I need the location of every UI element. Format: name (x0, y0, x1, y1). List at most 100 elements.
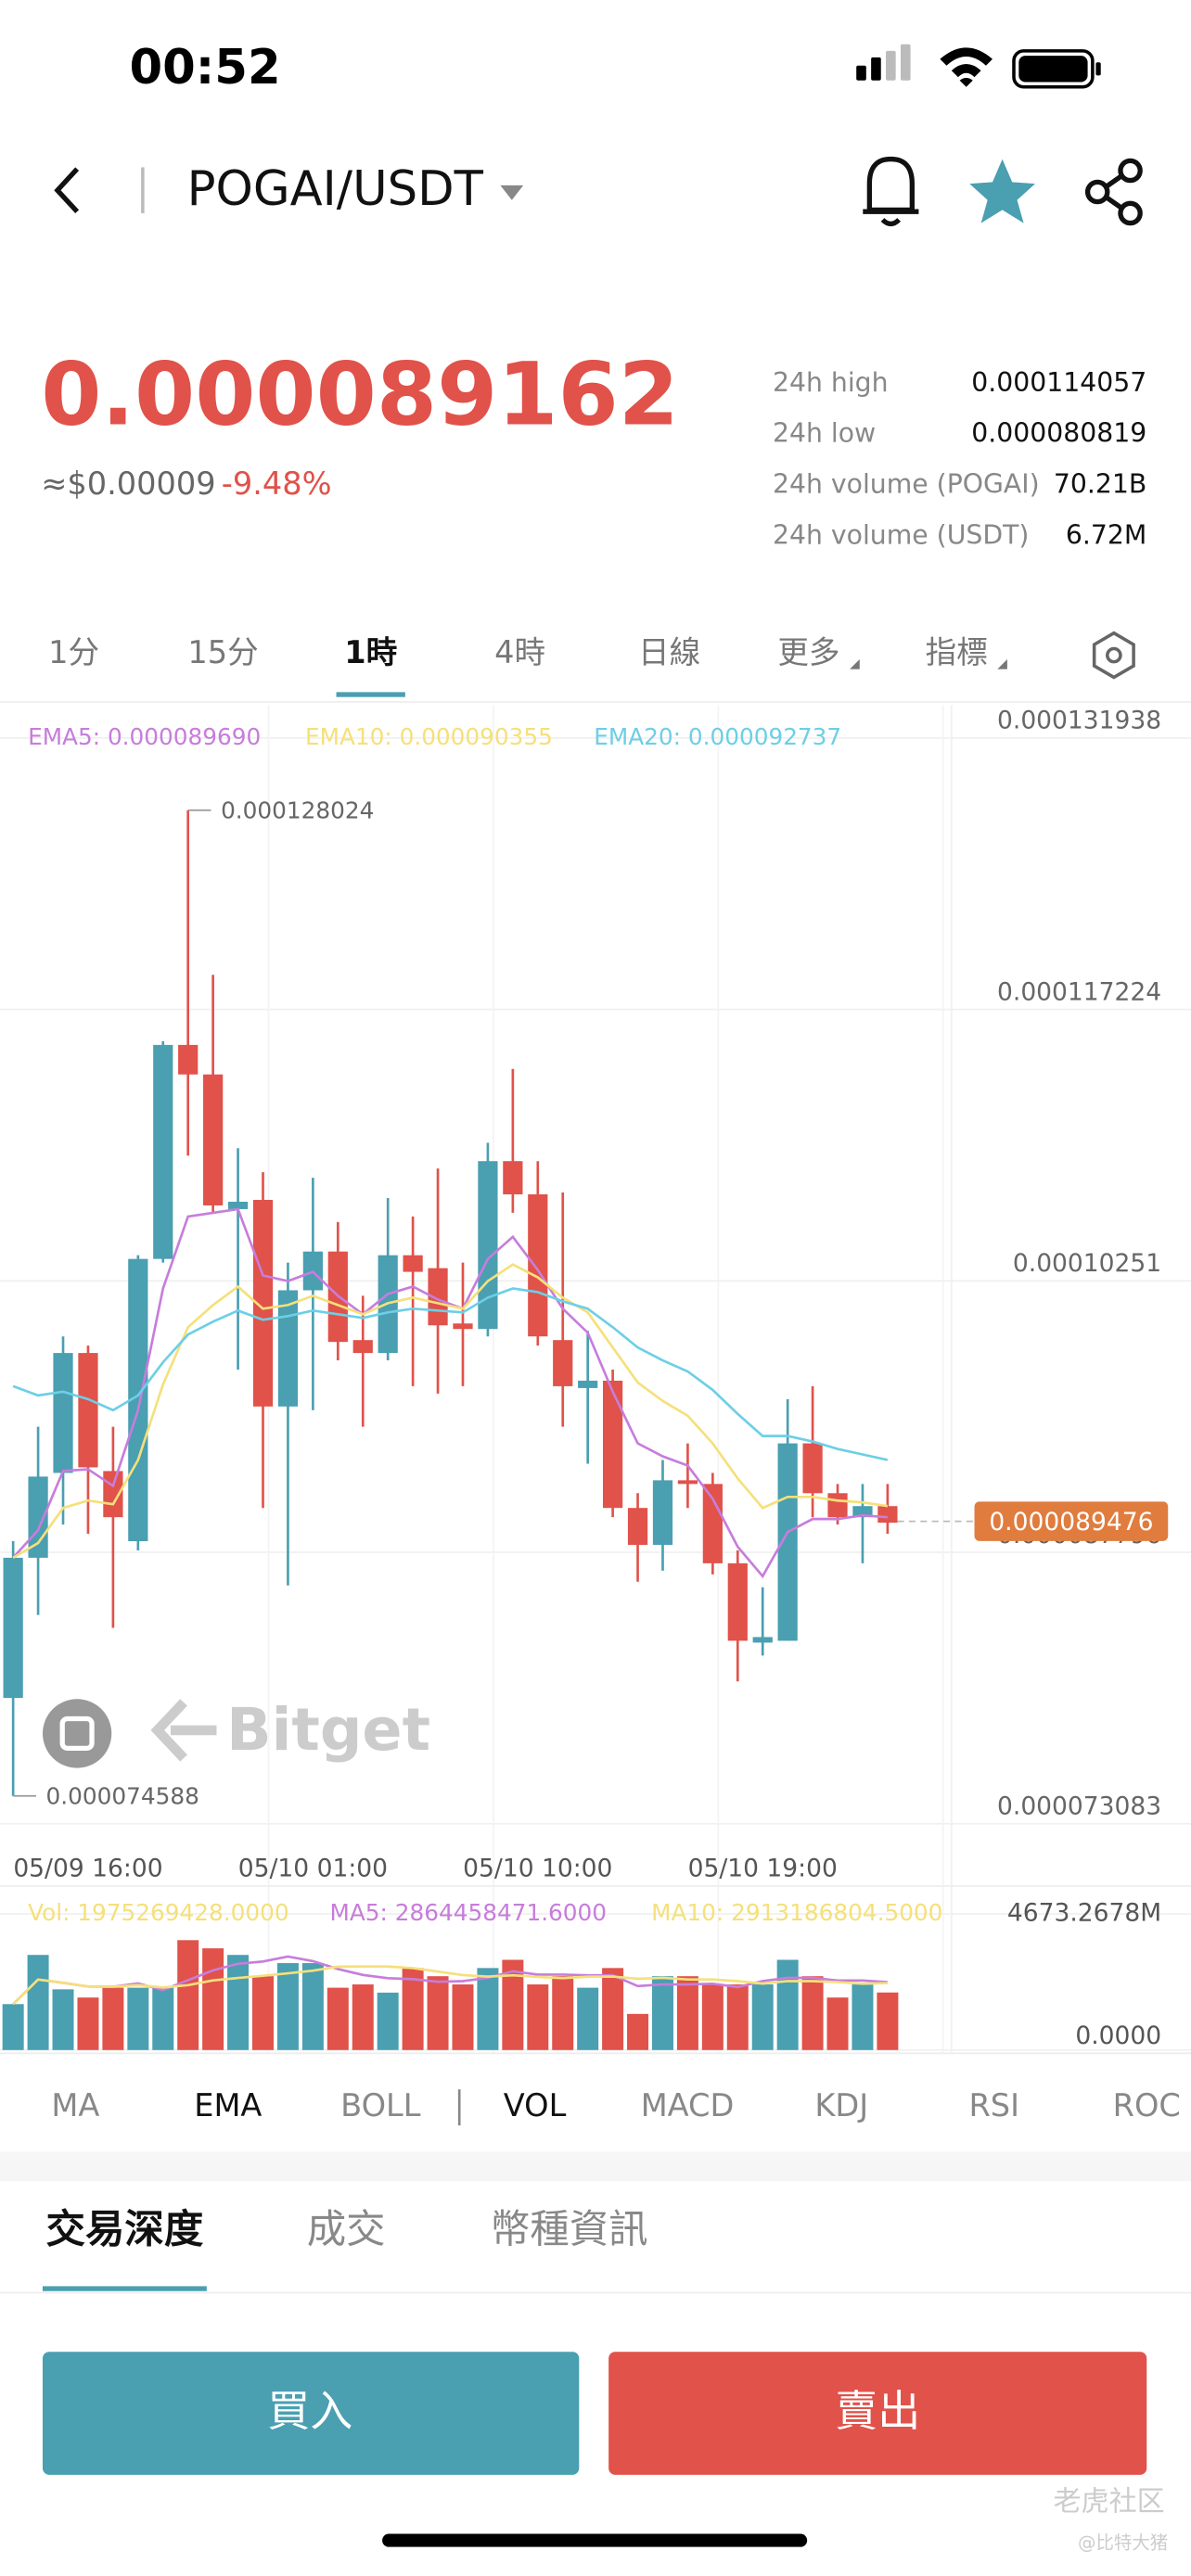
candle-body (178, 1044, 198, 1075)
volume-bar (2, 2004, 24, 2050)
candle-body (677, 1480, 698, 1485)
volume-legend: Vol: 1975269428.0000 (28, 1899, 289, 1926)
timeframe-tab[interactable]: 1時 (344, 634, 397, 670)
volume-bar (276, 1963, 299, 2050)
volume-bar (227, 1955, 250, 2050)
settings-icon[interactable] (1092, 631, 1135, 680)
volume-ma-line (12, 1965, 888, 2006)
volume-bar (202, 1948, 224, 2050)
candle-body (877, 1506, 898, 1524)
indicator-tab[interactable]: BOLL (340, 2087, 421, 2123)
candle-body (827, 1493, 848, 1518)
sell-button[interactable] (608, 2352, 1147, 2475)
volume-bar (152, 1987, 174, 2050)
candle-body (277, 1290, 299, 1407)
candle-body (28, 1476, 48, 1558)
timeframe-tab[interactable]: 15分 (187, 634, 258, 670)
volume-bar (877, 1992, 899, 2050)
stat-value: 70.21B (1054, 469, 1146, 500)
last-price: 0.000089162 (41, 344, 679, 445)
share-icon[interactable] (1084, 158, 1143, 226)
timeframe-tab[interactable]: 指標 (925, 634, 987, 670)
volume-bar (651, 1976, 673, 2050)
last-price-label: 0.000089476 (989, 1508, 1153, 1537)
volume-bar (252, 1976, 275, 2050)
volume-tick-label: 0.0000 (1075, 2021, 1161, 2050)
volume-bar (676, 1976, 698, 2050)
indicator-tab[interactable]: MACD (641, 2087, 735, 2123)
indicator-tab[interactable]: ROC (1113, 2087, 1181, 2123)
stat-label: 24h low (773, 418, 876, 449)
watermark-arrow (150, 1699, 217, 1762)
pair-dropdown[interactable] (500, 185, 524, 200)
candle-body (78, 1353, 98, 1468)
timeframe-tab[interactable]: 4時 (494, 634, 545, 670)
buy-label[interactable]: 買入 (267, 2386, 352, 2436)
volume-bar (177, 1940, 199, 2050)
bell-icon[interactable] (863, 156, 919, 227)
timeframe-tab[interactable]: 日線 (638, 634, 700, 670)
buy-button[interactable] (42, 2352, 580, 2475)
candle-body (252, 1199, 274, 1407)
indicator-tab[interactable]: VOL (504, 2087, 567, 2123)
candle-body (777, 1443, 798, 1641)
volume-bar (427, 1976, 449, 2050)
volume-bar (751, 1984, 774, 2050)
stat-value: 0.000114057 (971, 367, 1146, 398)
max-label: 0.000128024 (221, 797, 374, 824)
volume-bar (127, 1987, 149, 2050)
spacer (0, 2151, 1191, 2182)
watermark-user: @比特大猪 (1078, 2532, 1168, 2554)
volume-bar (301, 1963, 324, 2050)
clock: 00:52 (129, 40, 280, 96)
candle-body (652, 1480, 673, 1545)
indicator-tab[interactable]: KDJ (814, 2087, 868, 2123)
favorite-star[interactable] (969, 159, 1035, 223)
y-tick-label: 0.00010251 (1013, 1249, 1161, 1278)
pair-name[interactable]: POGAI/USDT (187, 161, 484, 217)
volume-bar (602, 1968, 624, 2050)
volume-legend: MA10: 2913186804.5000 (651, 1899, 942, 1926)
candle-body (478, 1161, 498, 1330)
timeframe-tab[interactable]: 1分 (48, 634, 99, 670)
section-tab[interactable]: 交易深度 (46, 2208, 204, 2253)
candle-body (852, 1506, 873, 1518)
timeframe-tab[interactable]: 更多 (777, 634, 839, 670)
back-button[interactable] (54, 167, 80, 213)
candle-body (727, 1562, 748, 1641)
candle-body (752, 1637, 773, 1643)
ema-line (12, 1207, 888, 1579)
watermark-logo (42, 1699, 112, 1768)
section-tab[interactable]: 成交 (307, 2208, 386, 2253)
candle-body (702, 1484, 723, 1563)
candle-body (153, 1044, 173, 1259)
x-tick-label: 05/10 19:00 (688, 1855, 838, 1883)
volume-bar (102, 1987, 124, 2050)
ema-line (12, 1263, 889, 1560)
candle-body (53, 1353, 73, 1473)
candle-body (227, 1201, 249, 1209)
volume-bar (27, 1955, 49, 2050)
candle-body (503, 1161, 523, 1195)
volume-ma-line (12, 1955, 888, 2006)
volume-bar (527, 1984, 549, 2050)
volume-bar (477, 1968, 499, 2050)
indicator-tab[interactable]: RSI (968, 2087, 1019, 2123)
candle-body (203, 1074, 224, 1205)
volume-bar (377, 1992, 399, 2050)
home-indicator (382, 2533, 808, 2547)
legend-entry: EMA20: 0.000092737 (594, 723, 841, 750)
volume-bar (352, 1984, 374, 2050)
sell-label[interactable]: 賣出 (835, 2386, 920, 2436)
indicator-tab[interactable]: EMA (194, 2087, 262, 2123)
dropdown-caret (997, 659, 1007, 670)
stat-label: 24h volume (USDT) (773, 519, 1029, 550)
section-tab[interactable]: 幣種資訊 (491, 2208, 648, 2253)
indicator-tab[interactable]: MA (51, 2087, 99, 2123)
candle-body (802, 1443, 823, 1494)
volume-bar (452, 1984, 474, 2050)
volume-bar (552, 1976, 574, 2050)
candle-body (627, 1508, 648, 1545)
